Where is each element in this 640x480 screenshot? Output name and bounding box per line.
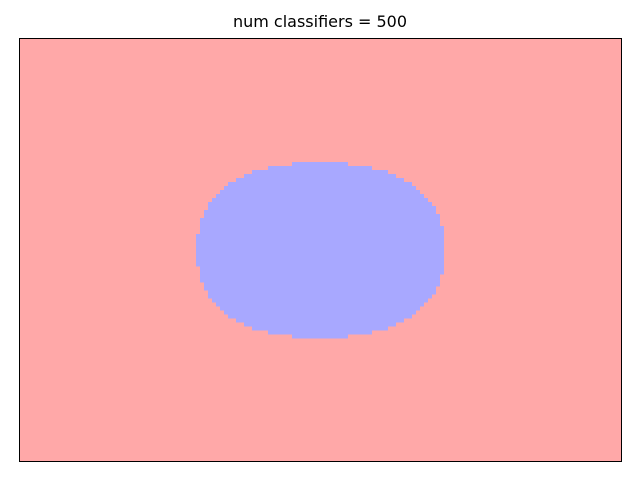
- region-class-1-cell: [236, 178, 404, 183]
- region-class-1-cell: [200, 222, 440, 227]
- region-class-1-cell: [212, 298, 428, 303]
- region-class-1-cell: [196, 234, 444, 239]
- region-class-1-cell: [200, 278, 440, 283]
- region-class-1-cell: [204, 282, 440, 287]
- region-class-1-cell: [200, 270, 444, 275]
- axes-frame: [19, 38, 622, 462]
- region-class-1-cell: [252, 170, 388, 175]
- region-class-1-cell: [236, 318, 404, 323]
- region-class-1-cell: [216, 302, 424, 307]
- region-class-1-cell: [196, 246, 444, 251]
- region-class-1-cell: [208, 202, 432, 207]
- region-class-1-cell: [220, 190, 420, 195]
- region-class-1-cell: [268, 166, 372, 171]
- region-class-1-cell: [224, 186, 416, 191]
- region-class-1-cell: [292, 334, 348, 339]
- region-class-1-cell: [220, 306, 420, 311]
- region-class-1-cell: [224, 310, 416, 315]
- chart-title: num classifiers = 500: [232, 12, 408, 31]
- region-class-1-cell: [208, 206, 436, 211]
- region-class-1-cell: [212, 198, 428, 203]
- region-class-1-cell: [252, 326, 388, 331]
- region-class-1-cell: [196, 262, 444, 267]
- region-class-1-cell: [292, 162, 348, 167]
- region-class-1-cell: [196, 250, 444, 255]
- region-class-1-cell: [200, 274, 440, 279]
- region-class-1-cell: [196, 242, 444, 247]
- region-class-1-cell: [244, 174, 396, 179]
- region-class-1-cell: [196, 258, 444, 263]
- region-class-1-cell: [268, 330, 372, 335]
- region-class-1-cell: [200, 218, 440, 223]
- region-class-1-cell: [200, 266, 444, 271]
- region-class-1-cell: [208, 290, 436, 295]
- region-class-1-cell: [196, 254, 444, 259]
- region-class-1-cell: [204, 214, 440, 219]
- region-class-1-cell: [204, 286, 436, 291]
- region-class-1-cell: [204, 210, 436, 215]
- region-class-1-cell: [228, 314, 412, 319]
- region-class-1-cell: [200, 230, 444, 235]
- region-class-1-cell: [216, 194, 424, 199]
- region-class-1-cell: [208, 294, 432, 299]
- region-class-1-cell: [200, 226, 444, 231]
- region-class-1: [196, 162, 444, 339]
- region-class-1-cell: [244, 322, 396, 327]
- region-class-1-cell: [196, 238, 444, 243]
- region-class-1-cell: [228, 182, 412, 187]
